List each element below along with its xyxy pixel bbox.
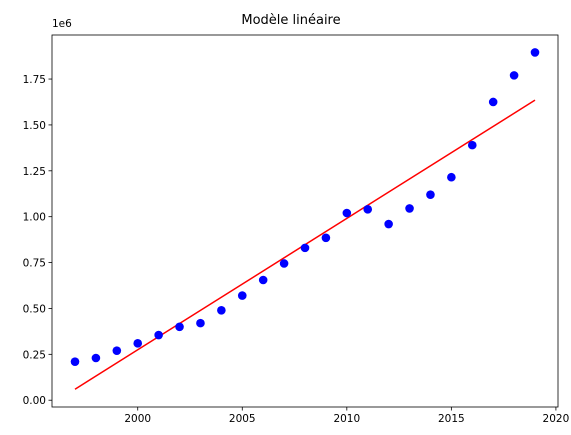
y-tick-label: 0.25 bbox=[23, 349, 46, 361]
data-point bbox=[530, 48, 540, 57]
y-tick-label: 0.00 bbox=[23, 395, 46, 407]
y-tick-label: 1.25 bbox=[23, 166, 46, 178]
y-tick-label: 0.75 bbox=[23, 258, 46, 270]
x-tick-label: 2010 bbox=[333, 413, 360, 425]
data-point bbox=[196, 318, 205, 328]
data-point bbox=[384, 219, 393, 229]
data-point bbox=[488, 97, 498, 107]
data-point bbox=[363, 205, 373, 214]
axes-frame bbox=[51, 34, 559, 408]
data-point bbox=[237, 291, 247, 300]
data-point bbox=[509, 71, 519, 80]
y-tick-label: 1.75 bbox=[23, 74, 46, 86]
data-point bbox=[112, 346, 122, 355]
data-point bbox=[426, 190, 435, 199]
data-point bbox=[447, 172, 456, 182]
x-tick-label: 2005 bbox=[229, 413, 256, 425]
x-tick-label: 2020 bbox=[543, 413, 570, 425]
data-point bbox=[175, 322, 184, 332]
x-tick-label: 2015 bbox=[438, 413, 465, 425]
chart-title: Modèle linéaire bbox=[241, 13, 340, 28]
data-point bbox=[467, 140, 477, 150]
x-tick-label: 2000 bbox=[124, 413, 151, 425]
data-point bbox=[133, 339, 143, 348]
data-point bbox=[70, 357, 80, 366]
y-offset-label: 1e6 bbox=[52, 18, 72, 30]
data-point bbox=[321, 233, 331, 243]
data-point bbox=[91, 353, 101, 363]
data-point bbox=[405, 204, 414, 213]
data-point bbox=[217, 305, 226, 315]
data-point bbox=[342, 208, 352, 218]
y-tick-label: 0.50 bbox=[23, 303, 46, 315]
data-point bbox=[279, 259, 289, 268]
data-point bbox=[154, 330, 163, 340]
plot-area: 2000 2005 2010 2015 2020 0.00 0.25 0.50 0.75 1.00… bbox=[23, 34, 570, 425]
data-point bbox=[300, 243, 310, 253]
y-tick-label: 1.00 bbox=[23, 212, 46, 224]
data-point bbox=[258, 275, 268, 285]
y-tick-label: 1.50 bbox=[23, 120, 46, 132]
